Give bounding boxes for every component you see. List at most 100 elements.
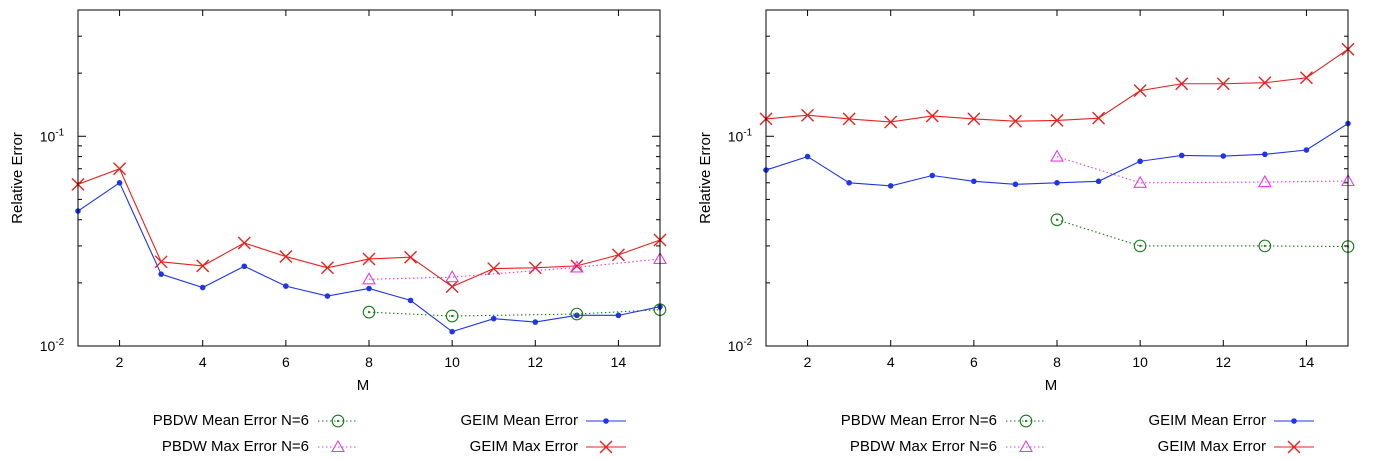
chart1-series-1-point-2	[1257, 174, 1272, 188]
chart0-xtick-label-12: 12	[527, 354, 543, 370]
chart0-series-3-point-6	[320, 261, 334, 275]
chart0-series-3-point-7	[362, 252, 376, 266]
chart1-series-3-point-12-b	[1258, 76, 1272, 90]
chart-left: 2 4 6 8 10 12 14 10-2 10-1 M Relative Error PBDW Me…	[9, 9, 667, 455]
chart0-series-3-point-8-b	[404, 250, 418, 264]
chart1-legend-label-3: GEIM Max Error	[1158, 438, 1266, 455]
chart0-series-0-point-1-center	[451, 314, 454, 318]
chart0-xaxis-label: M	[357, 377, 370, 394]
chart1-series-3-point-10-b	[1175, 77, 1189, 91]
chart1-xtick-label-12: 12	[1215, 354, 1231, 370]
chart1-xtick-label-14: 14	[1299, 354, 1315, 370]
chart0-series-3-point-10	[487, 262, 501, 276]
chart0-series-3-point-13	[611, 248, 625, 262]
chart0-xtick-label-2: 2	[116, 354, 124, 370]
chart1-series-3-point-9-b	[1133, 84, 1147, 98]
chart0-series-3-point-13-b	[611, 248, 625, 262]
chart0-xtick-label-4: 4	[199, 354, 207, 370]
chart0-series-3-point-8	[404, 250, 418, 264]
chart0-legend-marker-3-b	[599, 440, 613, 454]
chart1-series-3-point-13	[1299, 71, 1313, 85]
chart1-series-2-point-3	[887, 183, 894, 189]
chart0-series-1-point-1	[445, 270, 460, 283]
chart1-series-3-point-10	[1175, 77, 1189, 91]
chart1-plot-frame	[765, 9, 1349, 347]
chart1-series-line-1	[1056, 156, 1348, 184]
chart1-ytick-label: 10-1	[728, 127, 753, 144]
chart0-series-3-point-4-b	[237, 236, 251, 250]
chart1-series-3-point-2-b	[842, 112, 856, 126]
chart1-series-line-0	[1056, 219, 1348, 248]
chart0-yaxis-label: Relative Error	[9, 132, 26, 224]
chart1-legend-marker-3	[1287, 440, 1301, 454]
chart0-series-3-point-1-b	[113, 162, 127, 176]
chart0-series-2-point-1	[116, 179, 123, 186]
chart1-series-2-point-4	[929, 172, 936, 179]
chart0-series-1	[368, 258, 660, 280]
chart0-xtick-label-10: 10	[444, 354, 460, 370]
chart0-series-3-point-7-b	[362, 252, 376, 266]
chart0-series-3-point-1	[113, 162, 127, 176]
chart1-series-3	[766, 48, 1348, 123]
chart0-series-3-point-11-b	[528, 261, 542, 275]
chart1-series-2-point-7	[1054, 179, 1060, 186]
chart0-series-2-point-8	[407, 297, 414, 304]
chart0-series-0-point-0-ring	[362, 305, 376, 319]
chart1-xtick-label-2: 2	[804, 354, 812, 370]
chart1-legend-label-2: GEIM Mean Error	[1148, 412, 1266, 429]
chart1-xtick-label-6: 6	[970, 354, 978, 370]
chart0-series-0-point-1	[445, 309, 459, 323]
chart0-plot-frame	[77, 9, 661, 347]
chart1-series-2-point-13	[1303, 147, 1310, 153]
chart0-legend-marker-0-center	[336, 419, 340, 423]
chart-panel-right: 2 4 6 8 10 12 14 10-2 10-1 M Relative Error PBDW Me…	[688, 0, 1376, 460]
chart0-legend-marker-0-ring	[331, 414, 345, 428]
chart0-series-3-point-3-b	[196, 259, 210, 273]
chart1-legend-label-0: PBDW Mean Error N=6	[841, 412, 997, 429]
chart1-legend-marker-0-center	[1024, 419, 1028, 423]
chart0-series-2-point-9	[449, 328, 455, 335]
chart0-legend-label-2: GEIM Mean Error	[460, 412, 578, 429]
chart1-series-0-point-1	[1133, 239, 1147, 253]
chart1-series-3-point-13-b	[1299, 71, 1313, 85]
chart0-series-3-point-10-b	[487, 262, 501, 276]
chart0-series-3-point-2-b	[154, 255, 168, 269]
chart1-series-3-point-1-b	[801, 108, 815, 122]
chart1-series-2-point-5	[971, 178, 977, 185]
chart0-legend-marker-3	[599, 440, 613, 454]
chart1-legend-marker-0	[1019, 414, 1033, 428]
chart0-series-1-point-2	[569, 260, 584, 273]
chart1-series-3-point-1	[801, 108, 815, 122]
chart1-xtick-label-4: 4	[887, 354, 895, 370]
chart0-series-3-point-4	[237, 236, 251, 250]
chart0-legend-marker-0	[331, 414, 345, 428]
chart1-legend-marker-2	[1291, 418, 1297, 424]
chart1-series-1	[1056, 156, 1348, 184]
chart1-series-0-point-1-center	[1139, 244, 1142, 248]
chart0-series-3-point-6-b	[320, 261, 334, 275]
chart0-series-1-point-0	[362, 272, 376, 285]
chart1-series-0	[1056, 219, 1348, 248]
chart0-series-2-point-10	[490, 315, 497, 322]
chart0-ytick-label: 10-2	[40, 337, 65, 354]
chart0-legend-label-0: PBDW Mean Error N=6	[153, 412, 309, 429]
chart1-xtick-label-8: 8	[1053, 354, 1061, 370]
chart1-series-2-point-6	[1012, 181, 1019, 188]
chart1-series-3-point-11	[1216, 77, 1230, 91]
chart1-series-1-point-1	[1133, 175, 1148, 188]
chart1-series-3-point-2	[842, 112, 856, 126]
chart0-ytick-label: 10-1	[40, 127, 65, 144]
chart0-series-3-point-2	[154, 255, 168, 269]
chart0-series-2-point-2	[158, 271, 164, 277]
chart1-yaxis-label: Relative Error	[697, 132, 714, 224]
chart1-series-3-point-8	[1092, 111, 1106, 125]
chart1-xaxis-label: M	[1045, 377, 1058, 394]
chart0-series-0-point-0-center	[367, 311, 371, 314]
chart0-series-3-point-9-b	[445, 280, 459, 294]
chart0-series-3-point-3	[196, 259, 210, 273]
chart-panel-left: 2 4 6 8 10 12 14 10-2 10-1 M Relative Error PBDW Me…	[9, 9, 667, 455]
chart1-series-2-point-11	[1220, 153, 1227, 159]
chart0-legend-label-3: GEIM Max Error	[470, 438, 578, 455]
chart0-series-2-point-6	[324, 293, 331, 299]
chart0-series-3-point-11	[528, 261, 542, 275]
